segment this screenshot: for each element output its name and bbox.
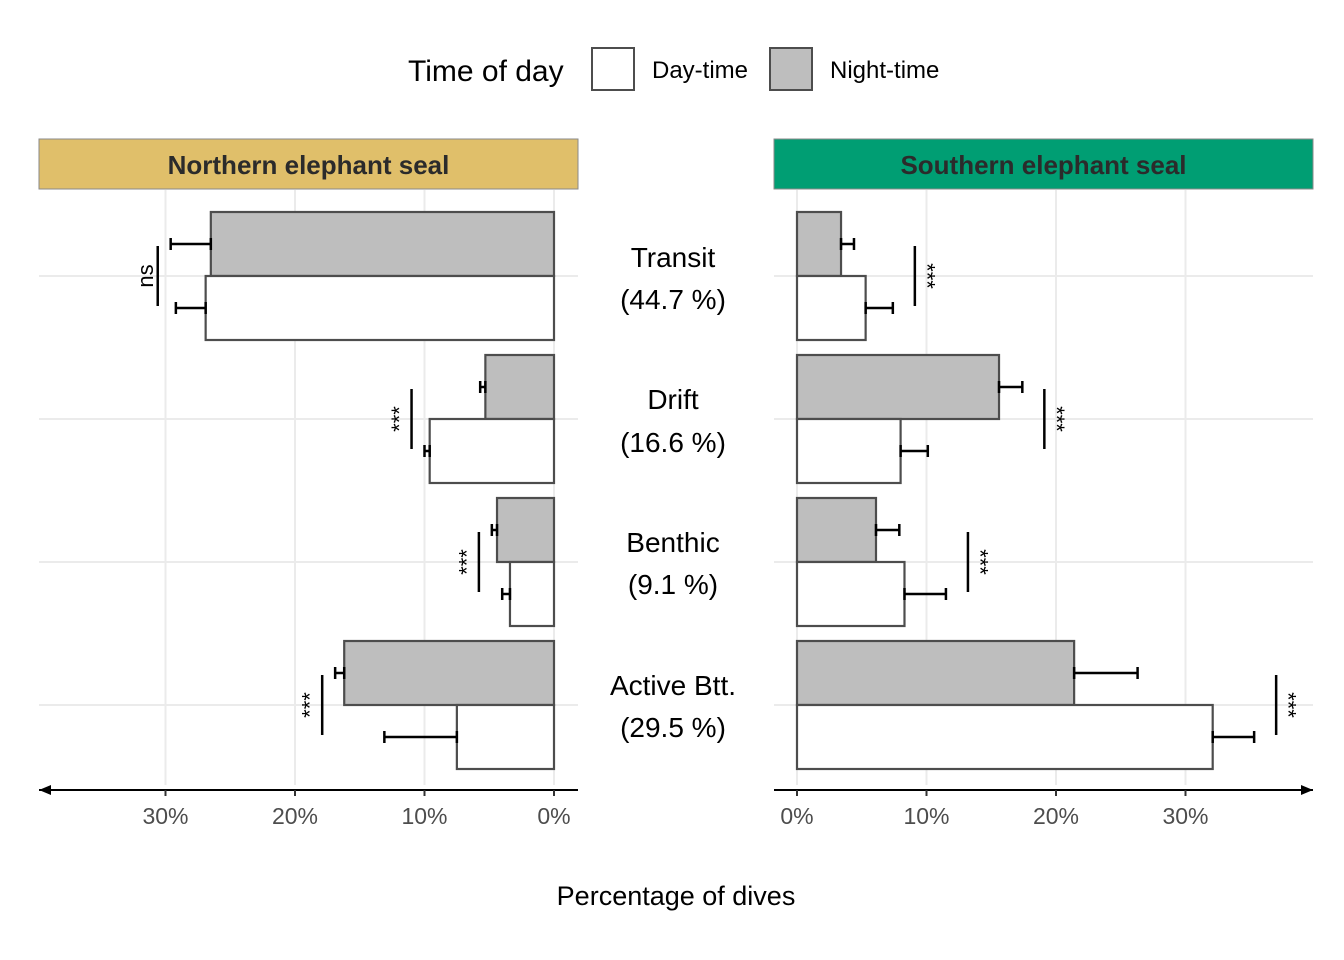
- category-share-active-btt: (29.5 %): [620, 712, 726, 743]
- category-labels: Transit (44.7 %) Drift (16.6 %) Benthic …: [610, 242, 736, 743]
- category-name-transit: Transit: [631, 242, 716, 273]
- bar-northern-benthic-day: [508, 560, 556, 628]
- strip-background-northern: [38, 138, 579, 190]
- bar-southern-benthic-day: [795, 560, 906, 628]
- significance-northern-drift: ***: [387, 389, 413, 449]
- significance-label: ns: [133, 264, 158, 287]
- errorbar-northern-drift-day: [423, 445, 431, 457]
- category-share-transit: (44.7 %): [620, 284, 726, 315]
- significance-northern-active-btt: ***: [298, 675, 324, 735]
- bar-northern-drift-day: [428, 417, 556, 485]
- errorbar-southern-benthic-night: [874, 524, 901, 536]
- x-tick-label: 20%: [1033, 803, 1079, 829]
- legend: Time of day Day-time Night-time: [408, 47, 939, 91]
- errorbar-southern-active-btt-night: [1072, 667, 1139, 679]
- significance-label: ***: [914, 263, 939, 289]
- bar-southern-active-btt-night: [795, 639, 1076, 707]
- errorbar-northern-benthic-night: [490, 524, 499, 536]
- category-name-benthic: Benthic: [626, 527, 719, 558]
- significance-southern-benthic: ***: [966, 532, 992, 592]
- bar-southern-drift-day: [795, 417, 902, 485]
- significance-southern-active-btt: ***: [1274, 675, 1301, 735]
- x-tick-label: 10%: [401, 803, 447, 829]
- significance-southern-transit: ***: [913, 246, 939, 306]
- strip-label-southern: Southern elephant seal: [900, 150, 1186, 180]
- x-axis-northern: 0% 10% 20% 30%: [39, 785, 578, 829]
- significance-northern-transit: ns: [133, 246, 159, 306]
- x-tick-label: 30%: [142, 803, 188, 829]
- significance-label: ***: [387, 406, 412, 432]
- axis-layer: 0% 10% 20% 30% 0% 10% 20% 30%: [39, 785, 1313, 829]
- bar-southern-active-btt-day: [795, 703, 1214, 771]
- legend-key-night: [769, 47, 813, 91]
- legend-label-night: Night-time: [830, 57, 939, 84]
- x-tick-label: 10%: [903, 803, 949, 829]
- bar-northern-transit-day: [204, 274, 556, 342]
- bar-layer: ns *** *** *** *** *** *** ***: [133, 210, 1301, 771]
- legend-label-day: Day-time: [652, 57, 748, 84]
- significance-label: ***: [1044, 406, 1069, 432]
- x-axis-arrow: [39, 785, 51, 795]
- bar-northern-active-btt-night: [343, 639, 556, 707]
- errorbar-northern-drift-night: [478, 381, 487, 393]
- significance-southern-drift: ***: [1043, 389, 1069, 449]
- x-axis-southern: 0% 10% 20% 30%: [774, 785, 1313, 829]
- errorbar-northern-benthic-day: [500, 588, 512, 600]
- bar-northern-active-btt-day: [455, 703, 556, 771]
- significance-northern-benthic: ***: [454, 532, 481, 592]
- errorbar-southern-benthic-day: [903, 588, 948, 600]
- x-axis-title: Percentage of dives: [557, 881, 796, 911]
- facet-strip-southern: Southern elephant seal: [773, 138, 1314, 190]
- errorbar-southern-active-btt-day: [1211, 731, 1256, 743]
- bar-northern-transit-night: [209, 210, 556, 278]
- errorbar-southern-drift-night: [997, 381, 1024, 393]
- legend-title: Time of day: [408, 55, 564, 88]
- category-name-active-btt: Active Btt.: [610, 670, 736, 701]
- bar-northern-drift-night: [484, 353, 556, 421]
- category-share-drift: (16.6 %): [620, 427, 726, 458]
- facet-strip-northern: Northern elephant seal: [38, 138, 579, 190]
- errorbar-southern-transit-day: [864, 302, 895, 314]
- x-tick-label: 0%: [780, 803, 813, 829]
- bar-northern-benthic-night: [495, 496, 556, 564]
- errorbar-northern-active-btt-night: [333, 667, 346, 679]
- errorbar-northern-transit-day: [174, 302, 207, 314]
- category-share-benthic: (9.1 %): [628, 569, 718, 600]
- x-tick-label: 30%: [1162, 803, 1208, 829]
- significance-label: ***: [967, 549, 992, 575]
- legend-key-day: [591, 47, 635, 91]
- significance-label: ***: [454, 549, 479, 575]
- errorbar-southern-transit-night: [839, 238, 856, 250]
- x-tick-label: 20%: [272, 803, 318, 829]
- strip-background-southern: [773, 138, 1314, 190]
- x-axis-arrow: [1301, 785, 1313, 795]
- bar-southern-transit-day: [795, 274, 867, 342]
- x-tick-label: 0%: [537, 803, 570, 829]
- bar-southern-benthic-night: [795, 496, 878, 564]
- category-name-drift: Drift: [647, 384, 699, 415]
- errorbar-northern-active-btt-day: [383, 731, 459, 743]
- errorbar-northern-transit-night: [169, 238, 213, 250]
- significance-label: ***: [1276, 692, 1301, 718]
- bar-southern-drift-night: [795, 353, 1001, 421]
- strip-label-northern: Northern elephant seal: [168, 150, 450, 180]
- significance-label: ***: [298, 692, 323, 718]
- bar-southern-transit-night: [795, 210, 843, 278]
- errorbar-southern-drift-day: [899, 445, 930, 457]
